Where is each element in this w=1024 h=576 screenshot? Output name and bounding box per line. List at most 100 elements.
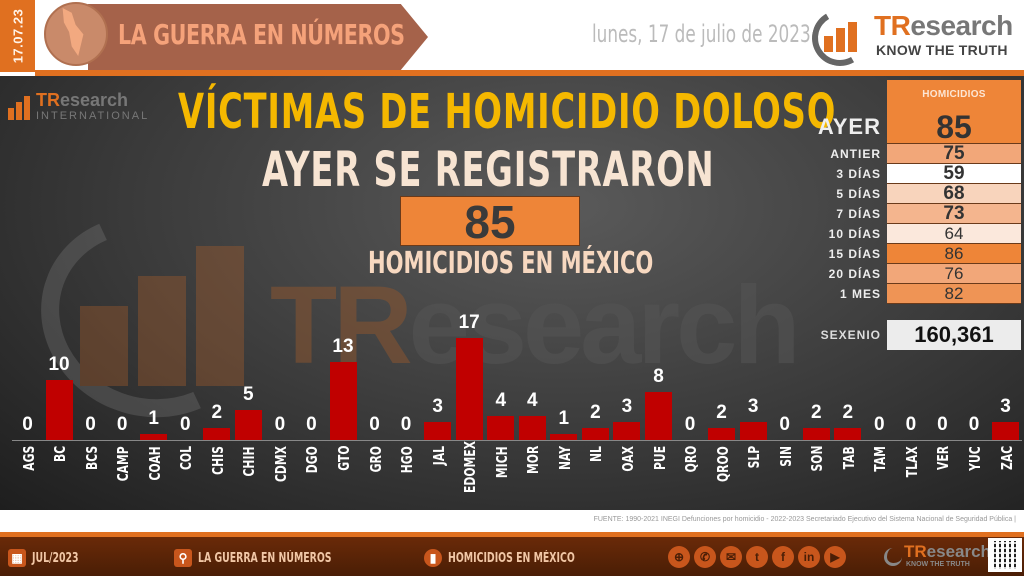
bar-group: 0 DGO	[296, 306, 327, 506]
bar-category-label: QRO	[682, 446, 701, 473]
chat-chart-icon: ▮	[424, 549, 442, 567]
subtitle-bottom: HOMICIDIOS EN MÉXICO	[368, 246, 654, 281]
email-icon[interactable]: ✉	[720, 546, 742, 568]
stats-row-value: 86	[887, 244, 1021, 264]
bar-category-label: GTO	[335, 446, 353, 472]
date-short: 17.07.23	[10, 8, 25, 64]
bar	[234, 410, 262, 440]
source-strip: FUENTE: 1990-2021 INEGI Defunciones por …	[0, 510, 1024, 532]
bar-value-label: 2	[211, 402, 223, 423]
bar-group: 1 NAY	[548, 306, 579, 506]
linkedin-icon[interactable]: in	[798, 546, 820, 568]
stats-row-label: 15 DÍAS	[828, 247, 881, 261]
footer-logo[interactable]: TResearch KNOW THE TRUTH	[880, 542, 991, 572]
bar-group: 1 COAH	[138, 306, 169, 506]
bar-value-label: 2	[590, 402, 601, 423]
qr-code-icon[interactable]	[988, 538, 1022, 572]
bar-value-label: 0	[779, 414, 790, 435]
bar	[992, 422, 1020, 440]
stats-row-value: 75	[887, 144, 1021, 164]
bar-category-label: DGO	[303, 446, 322, 473]
sexenio-label: SEXENIO	[820, 328, 881, 342]
bar-value-label: 0	[369, 414, 380, 435]
chart-title: VÍCTIMAS DE HOMICIDIO DOLOSO	[178, 84, 837, 140]
bar-group: 0 SIN	[769, 306, 800, 506]
bar-value-label: 8	[653, 366, 664, 387]
bar-category-label: QROO	[713, 446, 732, 482]
bar-group: 0 HGO	[391, 306, 422, 506]
facebook-icon[interactable]: f	[772, 546, 794, 568]
stats-row: 20 DÍAS 76	[784, 264, 1021, 284]
bar-category-label: COAH	[145, 446, 164, 481]
header-date: lunes, 17 de julio de 2023	[592, 20, 811, 48]
bar-group: 2 NL	[580, 306, 611, 506]
chart-baseline	[12, 440, 1022, 441]
bar-value-label: 0	[968, 414, 980, 435]
stats-row-label: 5 DÍAS	[836, 187, 881, 201]
bar	[424, 422, 452, 440]
social-links: ⊕ ✆ ✉ t f in ▶	[668, 546, 846, 568]
bar-value-label: 0	[22, 414, 33, 435]
stats-row-value: 85	[887, 110, 1021, 144]
logo-swoosh-icon	[884, 548, 902, 566]
stats-row-label: 10 DÍAS	[828, 227, 881, 241]
bar-value-label: 3	[432, 396, 443, 417]
bar-group: 0 VER	[927, 306, 958, 506]
bar	[487, 416, 515, 440]
banner-title: LA GUERRA EN NÚMEROS	[118, 18, 405, 51]
bar-category-label: VER	[934, 446, 953, 471]
stats-row: 3 DÍAS 59	[784, 164, 1021, 184]
stats-row: 5 DÍAS 68	[784, 184, 1021, 204]
bar	[613, 422, 641, 440]
bar-group: 17 EDOMEX	[454, 306, 485, 506]
bar-group: 0 TAM	[864, 306, 895, 506]
stats-row: 1 MES 82	[784, 284, 1021, 304]
bar-category-label: OAX	[618, 446, 637, 472]
footer: ▦ JUL/2023 ⚲ LA GUERRA EN NÚMEROS ▮ HOMI…	[0, 532, 1024, 576]
twitter-icon[interactable]: t	[746, 546, 768, 568]
bar-value-label: 0	[274, 414, 286, 435]
bar-value-label: 0	[937, 414, 948, 435]
bar-category-label: YUC	[966, 446, 984, 471]
bar-value-label: 0	[874, 414, 885, 435]
bar-category-label: ZAC	[997, 446, 1016, 471]
bar-value-label: 2	[810, 402, 822, 423]
bar-category-label: SON	[808, 446, 827, 472]
tresearch-logo[interactable]: TResearch KNOW THE TRUTH	[805, 3, 1024, 73]
subtitle-top: AYER SE REGISTRARON	[262, 142, 715, 198]
bar-category-label: TAM	[871, 446, 890, 472]
bar	[518, 416, 546, 440]
bar-value-label: 13	[332, 336, 354, 357]
bar-value-label: 0	[400, 414, 412, 435]
bar-value-label: 3	[621, 396, 633, 417]
bar	[45, 380, 73, 440]
bar-group: 3 ZAC	[990, 306, 1021, 506]
bar-group: 3 OAX	[611, 306, 642, 506]
bar-value-label: 2	[842, 402, 854, 423]
bar-value-label: 1	[558, 408, 570, 429]
bar-chart: 0 AGS 10 BC 0 BCS 0 CAMP 1 COAH 0 COL 2 CHIS 5 CHIH 0 CDM…	[12, 306, 1022, 506]
bar-value-label: 1	[148, 408, 159, 429]
globe-icon[interactable]: ⊕	[668, 546, 690, 568]
bar-group: 2 CHIS	[201, 306, 232, 506]
bar	[203, 428, 231, 440]
stats-row-label: ANTIER	[830, 147, 881, 161]
date-strip: 17.07.23	[0, 0, 35, 72]
stats-row-label: AYER	[817, 114, 881, 139]
bar-category-label: EDOMEX	[461, 441, 480, 494]
phone-icon[interactable]: ✆	[694, 546, 716, 568]
logo-text: TResearch	[874, 10, 1013, 41]
bar-group: 0 TLAX	[895, 306, 926, 506]
bar-value-label: 4	[527, 390, 538, 411]
footer-item-topic: ▮ HOMICIDIOS EN MÉXICO	[424, 549, 607, 567]
footer-item-section: ⚲ LA GUERRA EN NÚMEROS	[174, 549, 365, 567]
banner	[88, 4, 428, 70]
bar-value-label: 10	[48, 354, 70, 375]
bar-category-label: CDMX	[271, 446, 290, 482]
bar-category-label: BC	[51, 446, 70, 463]
bar-group: 2 QROO	[706, 306, 737, 506]
youtube-icon[interactable]: ▶	[824, 546, 846, 568]
watermark-logo-icon	[12, 184, 288, 448]
bar	[550, 434, 578, 440]
bar	[739, 422, 767, 440]
